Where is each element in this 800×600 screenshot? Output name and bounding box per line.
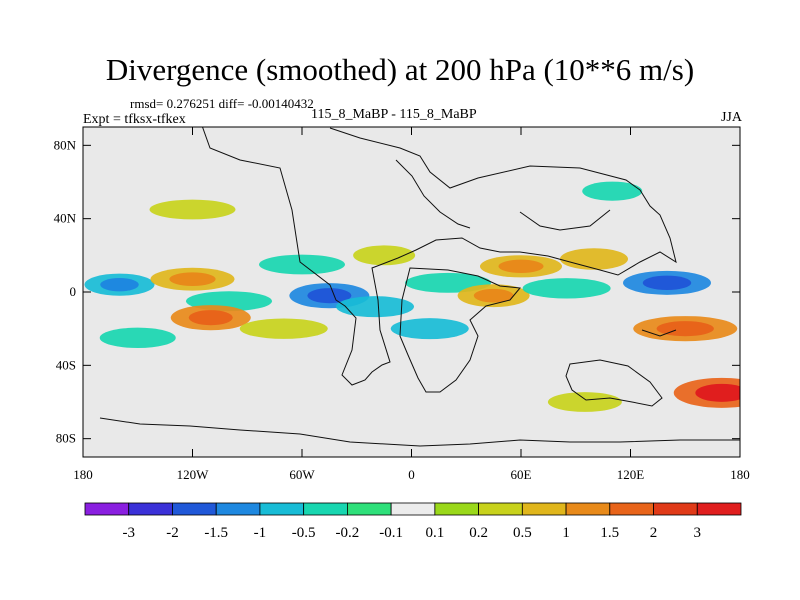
x-tick-label: 180 [730,467,750,482]
colorbar-label: 1.5 [600,525,619,541]
colorbar-swatch [259,502,305,516]
season-label: JJA [720,110,742,125]
colorbar-label: -2 [166,525,179,541]
field-region [336,296,414,318]
colorbar-label: -1 [254,525,267,541]
y-tick-label: 80N [54,137,77,152]
field-region [149,199,236,220]
colorbar-swatch [565,502,611,516]
x-tick-label: 60E [511,467,532,482]
colorbar-label: 0.2 [469,525,488,541]
colorbar-swatch [346,502,392,516]
x-tick-label: 120E [617,467,645,482]
field-core [642,275,692,291]
colorbar: -3 -2 -1.5 -1 -0.5 -0.2 -0.1 0.1 0.2 0.5 1 1.5 2 3 [84,502,742,541]
case-label: 115_8_MaBP - 115_8_MaBP [311,107,477,122]
y-tick-label: 0 [70,284,77,299]
coastlines [99,127,740,447]
colorbar-label: 0.5 [513,525,532,541]
x-tick-label: 60W [289,467,315,482]
y-tick-label: 80S [56,431,76,446]
field-region [239,318,328,339]
field-core [656,321,714,337]
field-region [582,181,643,201]
x-tick-label: 120W [177,467,210,482]
colorbar-label: -0.1 [379,525,403,541]
colorbar-swatch [434,502,480,516]
x-axis: 180 120W 60W 0 60E 120E 180 [73,127,750,482]
field-core [307,288,352,304]
colorbar-label: -0.5 [292,525,316,541]
y-tick-label: 40S [56,357,76,372]
colorbar-label: 3 [694,525,702,541]
colorbar-label: -0.2 [336,525,360,541]
field-region [522,278,611,299]
stats-text: rmsd= 0.276251 diff= -0.00140432 [130,96,314,111]
field-region [353,245,416,266]
field-region [259,254,345,275]
chart-title: Divergence (smoothed) at 200 hPa (10**6 … [105,52,695,87]
field-core [473,288,514,303]
field-region [99,327,176,349]
colorbar-label: 0.1 [425,525,444,541]
y-axis: 80N 40N 0 40S 80S [54,137,740,446]
experiment-label: Expt = tfksx-tfkex [83,112,186,127]
colorbar-label: 1 [562,525,570,541]
field-core [498,259,544,273]
field-core [188,310,233,326]
colorbar-swatch [84,502,130,516]
field-region [560,248,628,270]
x-tick-label: 0 [408,467,415,482]
colorbar-swatch [172,502,217,516]
colorbar-swatch [390,502,436,516]
field-core [100,278,139,292]
x-tick-label: 180 [73,467,93,482]
colorbar-swatch [478,502,523,516]
field-region [390,318,469,340]
field-core [695,383,740,402]
y-tick-label: 40N [54,211,77,226]
divergence-field [84,181,740,412]
colorbar-swatch [521,502,567,516]
colorbar-swatch [609,502,654,516]
colorbar-swatch [128,502,173,516]
colorbar-swatch [653,502,698,516]
colorbar-label: -1.5 [204,525,228,541]
colorbar-label: -3 [122,525,135,541]
colorbar-swatch [696,502,742,516]
colorbar-label: 2 [650,525,658,541]
colorbar-swatch [303,502,348,516]
field-core [169,272,216,287]
field-region [547,392,622,412]
colorbar-swatch [215,502,261,516]
